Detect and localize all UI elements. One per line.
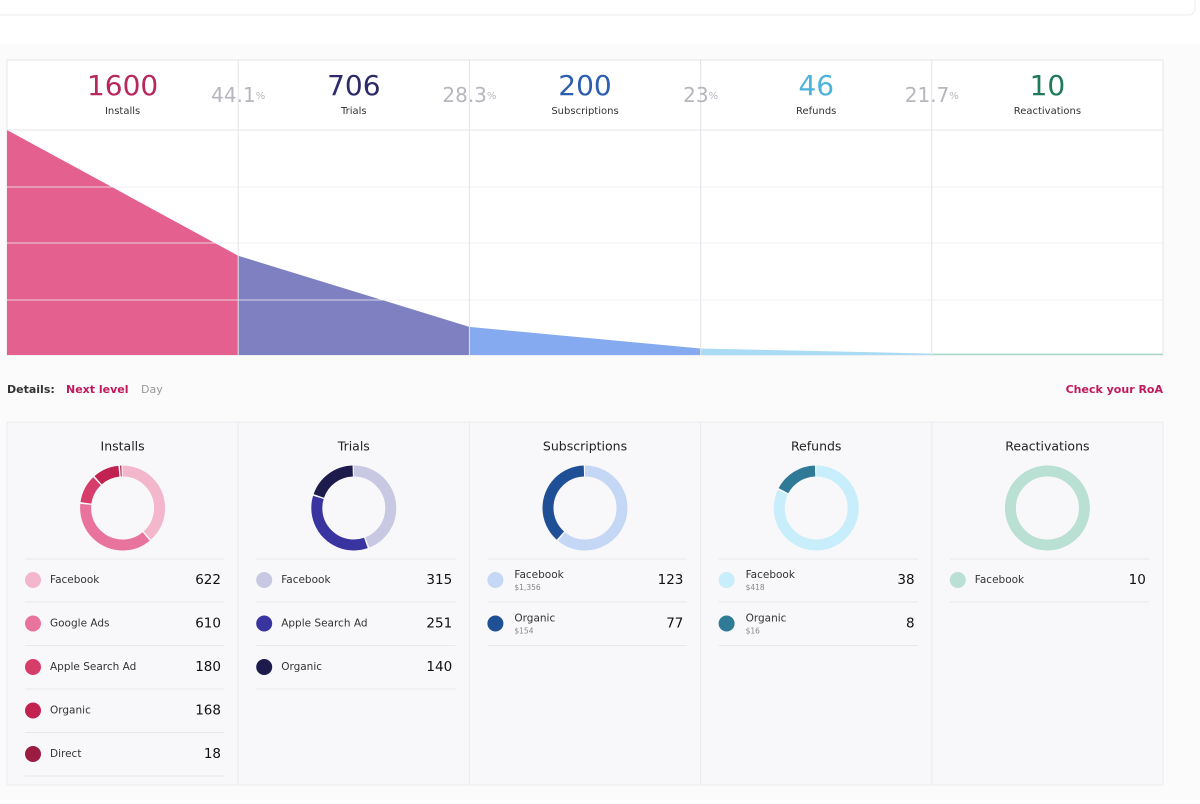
legend-name: Facebook	[746, 569, 796, 581]
details-label: Details:	[7, 383, 55, 396]
legend-dot	[487, 615, 504, 632]
legend-name: Organic	[281, 661, 322, 673]
legend-value: 180	[195, 659, 221, 675]
donut-segment	[311, 465, 397, 551]
legend-name: Organic	[746, 613, 787, 625]
stage-value: 706	[327, 69, 380, 102]
conversion-unit: %	[949, 91, 959, 102]
funnel-area	[931, 353, 1163, 355]
breakdown-title: Trials	[337, 439, 370, 454]
legend-value: 18	[204, 746, 221, 762]
donut-segment	[773, 465, 859, 551]
legend-revenue: $1,356	[514, 583, 540, 592]
legend-name: Facebook	[281, 574, 331, 586]
legend-dot	[25, 746, 41, 762]
stage-label: Installs	[105, 106, 140, 117]
legend-value: 8	[906, 616, 915, 632]
stage-label: Refunds	[796, 106, 836, 117]
conversion-rate: 21.7%	[905, 83, 959, 107]
legend-dot	[25, 572, 41, 588]
donut-segment	[80, 465, 166, 551]
donut-segment	[542, 465, 628, 551]
donut-segment	[80, 465, 166, 551]
breakdown-panel	[468, 421, 702, 786]
legend-value: 77	[666, 616, 683, 632]
legend-dot	[256, 659, 273, 675]
breakdown-title: Installs	[101, 439, 145, 454]
breakdown-panel	[931, 421, 1164, 786]
legend-value: 251	[426, 616, 452, 632]
funnel-area	[700, 348, 932, 355]
legend-name: Direct	[50, 748, 81, 760]
legend-value: 140	[426, 659, 452, 675]
stage-value: 200	[558, 69, 611, 102]
legend-name: Organic	[514, 613, 555, 625]
legend-dot	[256, 615, 273, 632]
stage-value: 1600	[87, 69, 158, 102]
legend-value: 168	[195, 703, 221, 719]
legend-dot	[718, 615, 735, 632]
legend-dot	[25, 615, 41, 632]
breakdown-title: Subscriptions	[543, 439, 627, 454]
legend-value: 315	[426, 572, 452, 588]
tab[interactable]: Next level	[66, 383, 128, 396]
legend-dot	[949, 572, 966, 588]
funnel-area	[469, 326, 701, 355]
legend-dot	[25, 659, 41, 675]
stage-label: Subscriptions	[551, 106, 618, 117]
conversion-value: 44.1	[211, 83, 256, 107]
conversion-rate: 23%	[683, 83, 718, 107]
legend-value: 622	[195, 572, 221, 588]
breakdown-title: Reactivations	[1005, 439, 1089, 454]
donut-segment	[542, 465, 628, 551]
conversion-value: 23	[683, 83, 708, 107]
legend-name: Organic	[50, 705, 91, 717]
legend-name: Google Ads	[50, 618, 110, 630]
legend-name: Facebook	[975, 574, 1025, 586]
legend-value: 123	[658, 572, 684, 588]
link[interactable]: Check your RoA	[1066, 383, 1164, 396]
stage-label: Trials	[340, 106, 367, 117]
legend-dot	[487, 572, 504, 588]
donut-segment	[1004, 465, 1090, 551]
legend-dot	[25, 702, 41, 719]
breakdown-title: Refunds	[791, 439, 842, 454]
conversion-rate: 44.1%	[211, 83, 265, 107]
breakdown-panel	[700, 421, 933, 786]
legend-name: Facebook	[50, 574, 100, 586]
conversion-unit: %	[256, 91, 266, 102]
legend-value: 38	[897, 572, 914, 588]
legend-dot	[256, 572, 273, 588]
stage-value: 10	[1030, 69, 1066, 102]
funnel-area	[238, 255, 470, 355]
stage-value: 46	[798, 69, 834, 102]
donut-segment	[311, 465, 397, 551]
legend-value: 10	[1129, 572, 1146, 588]
conversion-rate: 28.3%	[442, 83, 496, 107]
legend-value: 610	[195, 616, 221, 632]
legend-dot	[718, 572, 735, 588]
conversion-unit: %	[487, 91, 497, 102]
top-bar	[0, 0, 1196, 16]
conversion-value: 28.3	[442, 83, 487, 107]
conversion-unit: %	[709, 91, 719, 102]
legend-name: Facebook	[514, 569, 564, 581]
legend-revenue: $418	[746, 583, 765, 592]
breakdown-panel	[237, 421, 470, 786]
conversion-value: 21.7	[905, 83, 950, 107]
legend-name: Apple Search Ad	[281, 618, 367, 630]
breakdown-panel	[6, 421, 239, 786]
legend-revenue: $16	[746, 627, 761, 636]
legend-revenue: $154	[514, 627, 533, 636]
legend-name: Apple Search Ad	[50, 661, 136, 673]
stage-label: Reactivations	[1014, 106, 1081, 117]
tab[interactable]: Day	[141, 383, 163, 396]
